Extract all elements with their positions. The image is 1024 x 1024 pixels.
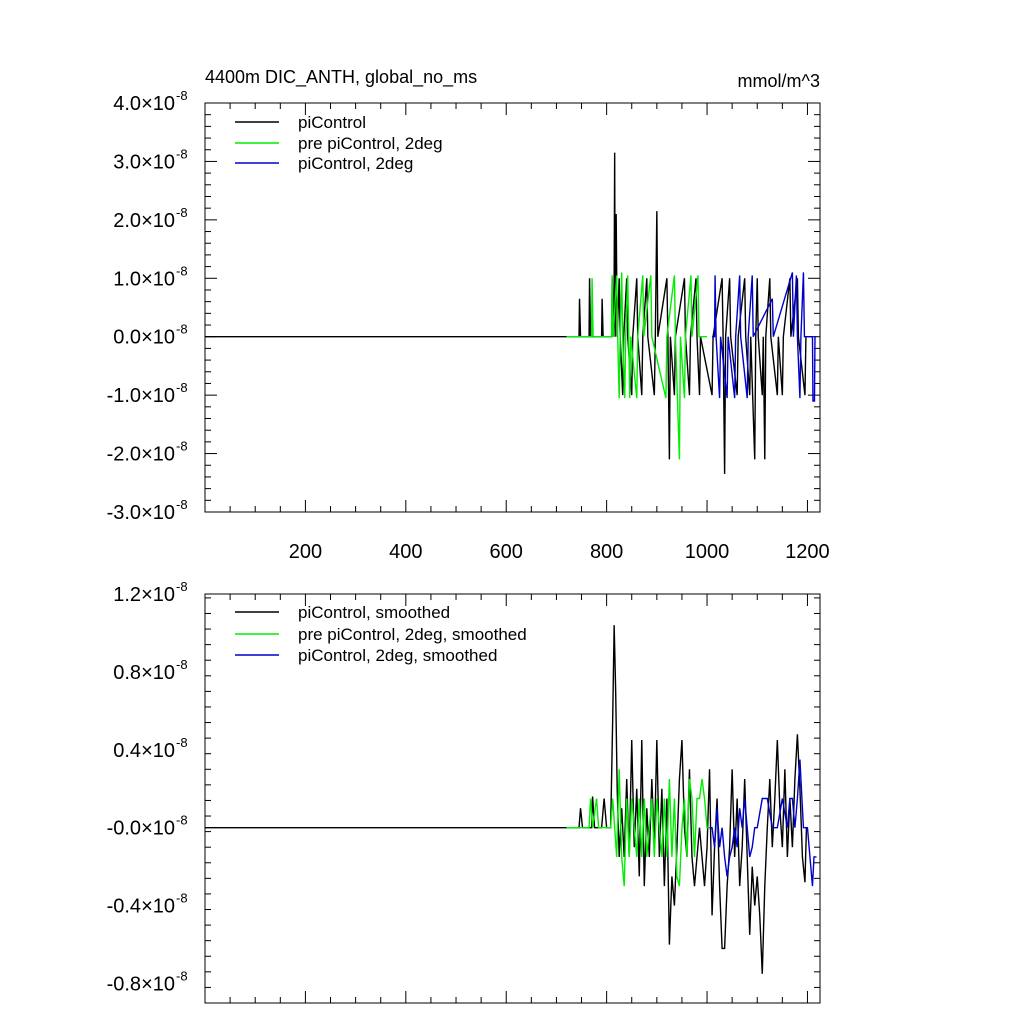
top-series-layer [205, 152, 817, 475]
y-tick-label: -1.0×10 [107, 385, 175, 407]
y-tick-label: -0.0×10 [107, 818, 175, 840]
y-tick-exponent: -8 [176, 146, 188, 161]
legend-label-picontrol-2deg: piControl, 2deg [298, 154, 413, 173]
y-tick-label: 2.0×10 [113, 210, 175, 232]
top-x-tick-labels: 200 400 600 800 1000 1200 [289, 541, 830, 563]
y-tick-exponent: -8 [176, 88, 188, 103]
legend-label-picontrol-2deg-smoothed: piControl, 2deg, smoothed [298, 646, 497, 665]
y-tick-exponent: -8 [176, 657, 188, 672]
y-tick-label: 0.8×10 [113, 662, 175, 684]
series-line-picontrol-smoothed [205, 625, 808, 974]
bottom-y-tick-labels: 1.2×10 -80.8×10 -80.4×10 -8-0.0×10 -8-0.4×10… [107, 579, 188, 996]
bottom-plot-frame [204, 593, 821, 1004]
x-tick-label: 1000 [685, 541, 730, 563]
y-tick-exponent: -8 [176, 735, 188, 750]
legend-label-pre-picontrol: pre piControl, 2deg [298, 134, 443, 153]
y-tick-label: 1.2×10 [113, 584, 175, 606]
panel-bottom-plot: 1.2×10 -80.8×10 -80.4×10 -8-0.0×10 -8-0.4×10… [107, 579, 821, 1004]
legend-label-picontrol-smoothed: piControl, smoothed [298, 603, 450, 622]
x-tick-label: 400 [389, 541, 422, 563]
y-tick-label: -0.8×10 [107, 974, 175, 996]
bottom-axis-ticks [204, 594, 820, 1004]
y-tick-label: 0.0×10 [113, 327, 175, 349]
x-tick-label: 800 [590, 541, 623, 563]
x-tick-label: 200 [289, 541, 322, 563]
y-tick-exponent: -8 [176, 439, 188, 454]
bottom-legend: piControl, smoothed pre piControl, 2deg,… [235, 603, 527, 665]
y-tick-exponent: -8 [176, 497, 188, 512]
series-line-pre-picontrol-2deg-smoothed [566, 769, 710, 887]
y-tick-label: 4.0×10 [113, 93, 175, 115]
series-line-picontrol-2deg-smoothed [709, 759, 817, 887]
y-tick-label: 1.0×10 [113, 268, 175, 290]
legend-label-pre-picontrol-smoothed: pre piControl, 2deg, smoothed [298, 625, 527, 644]
y-tick-exponent: -8 [176, 205, 188, 220]
y-tick-exponent: -8 [176, 380, 188, 395]
series-line-picontrol [205, 152, 807, 475]
y-tick-exponent: -8 [176, 891, 188, 906]
y-tick-exponent: -8 [176, 263, 188, 278]
legend-label-picontrol: piControl [298, 113, 366, 132]
y-tick-label: 0.4×10 [113, 740, 175, 762]
series-line-picontrol-2deg [712, 272, 817, 402]
top-plot-frame [204, 102, 821, 513]
y-tick-exponent: -8 [176, 579, 188, 594]
series-line-pre-picontrol-2deg [566, 272, 708, 460]
x-tick-label: 600 [490, 541, 523, 563]
chart-title: 4400m DIC_ANTH, global_no_ms [205, 67, 477, 88]
top-y-tick-labels: 4.0×10 -83.0×10 -82.0×10 -81.0×10 -80.0×10 -8… [107, 88, 188, 524]
panel-top-plot: 4400m DIC_ANTH, global_no_ms mmol/m^3 4.… [107, 67, 830, 563]
top-axis-ticks [204, 102, 820, 513]
y-tick-label: -2.0×10 [107, 444, 175, 466]
units-label: mmol/m^3 [738, 71, 820, 91]
y-tick-exponent: -8 [176, 813, 188, 828]
y-tick-exponent: -8 [176, 322, 188, 337]
top-legend: piControl pre piControl, 2deg piControl,… [235, 113, 443, 173]
x-tick-label: 1200 [785, 541, 830, 563]
y-tick-label: 3.0×10 [113, 151, 175, 173]
y-tick-label: -0.4×10 [107, 896, 175, 918]
y-tick-exponent: -8 [176, 969, 188, 984]
bottom-series-layer [205, 625, 817, 974]
y-tick-label: -3.0×10 [107, 502, 175, 524]
